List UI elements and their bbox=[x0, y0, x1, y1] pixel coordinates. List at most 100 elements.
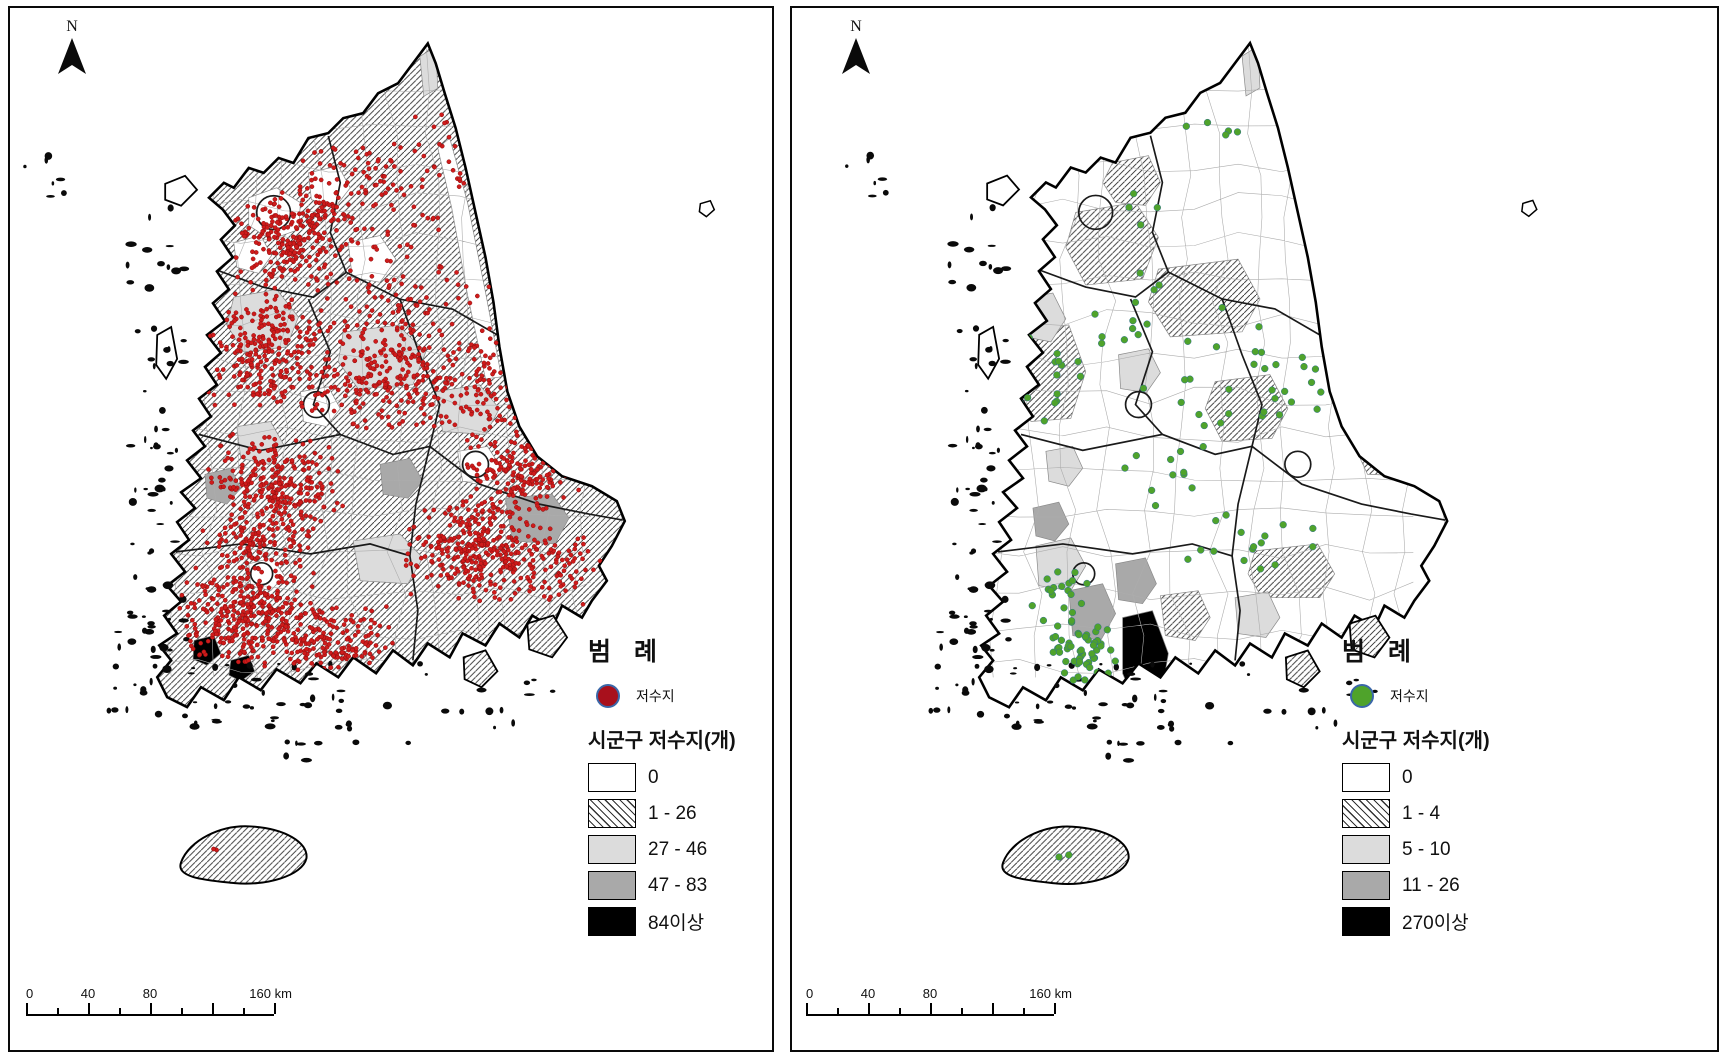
legend-class-row: 47 - 83 bbox=[588, 871, 774, 900]
scale-tick bbox=[243, 1008, 245, 1014]
scale-label: 80 bbox=[142, 986, 158, 1001]
north-label: N bbox=[66, 18, 78, 35]
class-label: 27 - 46 bbox=[648, 838, 708, 860]
scale-tick bbox=[1054, 1003, 1056, 1014]
scalebar-right: 0 40 80 160 km bbox=[806, 986, 1072, 1016]
legend-class-row: 1 - 4 bbox=[1342, 799, 1534, 828]
north-arrow-icon bbox=[842, 38, 870, 74]
scale-label: 40 bbox=[860, 986, 876, 1001]
ulleungdo-island bbox=[1521, 199, 1538, 218]
scale-tick bbox=[150, 1003, 152, 1014]
scale-tick bbox=[961, 1008, 963, 1014]
scale-label: 160 km bbox=[249, 986, 292, 1001]
class-swatch bbox=[1342, 871, 1390, 900]
region bbox=[379, 457, 424, 499]
legend-left: 범 례 저수지 시군구 저수지(개) 0 1 - 26 27 - 46 47 -… bbox=[588, 632, 774, 943]
scale-tick bbox=[930, 1003, 932, 1014]
scale-label: 0 bbox=[806, 986, 814, 1001]
class-label: 5 - 10 bbox=[1402, 838, 1451, 860]
legend-class-row: 1 - 26 bbox=[588, 799, 774, 828]
korea-map-left bbox=[23, 42, 716, 885]
class-swatch bbox=[588, 763, 636, 792]
region bbox=[1354, 414, 1430, 477]
legend-class-row: 0 bbox=[1342, 763, 1534, 792]
scale-label: 160 km bbox=[1029, 986, 1072, 1001]
class-label: 270이상 bbox=[1402, 913, 1469, 934]
legend-class-row: 0 bbox=[588, 763, 774, 792]
scale-tick bbox=[1023, 1008, 1025, 1014]
scalebar-left: 0 40 80 160 km bbox=[26, 986, 292, 1016]
class-swatch bbox=[1342, 763, 1390, 792]
korea-map-right bbox=[845, 41, 1538, 885]
legend-class-row: 270이상 bbox=[1342, 907, 1534, 936]
region bbox=[1032, 501, 1070, 542]
class-label: 1 - 4 bbox=[1402, 802, 1441, 824]
class-swatch bbox=[588, 835, 636, 864]
region bbox=[1160, 590, 1211, 641]
class-label: 84이상 bbox=[648, 913, 705, 934]
reservoir-point-symbol bbox=[596, 684, 620, 708]
jeju-island bbox=[179, 825, 308, 885]
class-swatch bbox=[588, 907, 636, 936]
coastal-islands bbox=[845, 151, 1378, 763]
legend-class-row: 5 - 10 bbox=[1342, 835, 1534, 864]
map-panel-right: N 범 례 저수지 시군구 저수지(개) 0 1 - 4 5 - 10 11 -… bbox=[790, 6, 1719, 1052]
scale-tick bbox=[212, 1003, 214, 1014]
scale-label: 40 bbox=[80, 986, 96, 1001]
map-panel-left: N 범 례 저수지 시군구 저수지(개) 0 1 - 26 27 - 46 47… bbox=[8, 6, 774, 1052]
scale-tick bbox=[992, 1003, 994, 1014]
reservoir-dots-left bbox=[177, 112, 603, 853]
north-label: N bbox=[850, 18, 862, 35]
region bbox=[1314, 244, 1398, 340]
scale-tick bbox=[26, 1003, 28, 1014]
legend-right: 범 례 저수지 시군구 저수지(개) 0 1 - 4 5 - 10 11 - 2… bbox=[1342, 632, 1534, 943]
north-arrow: N bbox=[842, 18, 870, 74]
region bbox=[1204, 374, 1289, 442]
scale-tick bbox=[181, 1008, 183, 1014]
class-label: 0 bbox=[1402, 766, 1413, 788]
legend-class-row: 84이상 bbox=[588, 907, 774, 936]
reservoir-point-label: 저수지 bbox=[636, 688, 675, 704]
landmass-left bbox=[23, 42, 716, 885]
region bbox=[1374, 432, 1412, 472]
scale-tick bbox=[88, 1003, 90, 1014]
reservoir-point-label: 저수지 bbox=[1390, 688, 1429, 704]
region bbox=[1115, 557, 1157, 605]
region bbox=[352, 533, 424, 585]
scale-tick bbox=[274, 1003, 276, 1014]
reservoir-point-symbol bbox=[1350, 684, 1374, 708]
legend-point-row: 저수지 bbox=[1350, 684, 1534, 708]
class-swatch bbox=[1342, 799, 1390, 828]
class-label: 0 bbox=[648, 766, 659, 788]
legend-title: 범 례 bbox=[1342, 638, 1419, 666]
reservoir-dots-right bbox=[1005, 106, 1418, 861]
region bbox=[534, 418, 570, 455]
scale-tick bbox=[837, 1008, 839, 1014]
class-swatch bbox=[1342, 835, 1390, 864]
scalebar-ruler bbox=[806, 1003, 1056, 1016]
class-label: 47 - 83 bbox=[648, 874, 708, 896]
scalebar-labels: 0 40 80 160 km bbox=[26, 986, 292, 1003]
region bbox=[1247, 543, 1336, 599]
legend-class-row: 27 - 46 bbox=[588, 835, 774, 864]
scale-tick bbox=[806, 1003, 808, 1014]
north-arrow: N bbox=[58, 18, 86, 74]
scale-label: 80 bbox=[922, 986, 938, 1001]
legend-title: 범 례 bbox=[588, 638, 665, 666]
legend-point-row: 저수지 bbox=[596, 684, 774, 708]
scale-tick bbox=[119, 1008, 121, 1014]
scale-tick bbox=[868, 1003, 870, 1014]
scale-label: 0 bbox=[26, 986, 34, 1001]
scalebar-ruler bbox=[26, 1003, 276, 1016]
class-swatch bbox=[588, 799, 636, 828]
scalebar-labels: 0 40 80 160 km bbox=[806, 986, 1072, 1003]
class-swatch bbox=[1342, 907, 1390, 936]
class-swatch bbox=[588, 871, 636, 900]
coastal-islands bbox=[23, 152, 556, 763]
scale-tick bbox=[57, 1008, 59, 1014]
choropleth-title: 시군구 저수지(개) bbox=[588, 730, 736, 752]
class-label: 11 - 26 bbox=[1402, 874, 1460, 896]
class-label: 1 - 26 bbox=[648, 802, 697, 824]
scale-tick bbox=[899, 1008, 901, 1014]
choropleth-title: 시군구 저수지(개) bbox=[1342, 730, 1490, 752]
